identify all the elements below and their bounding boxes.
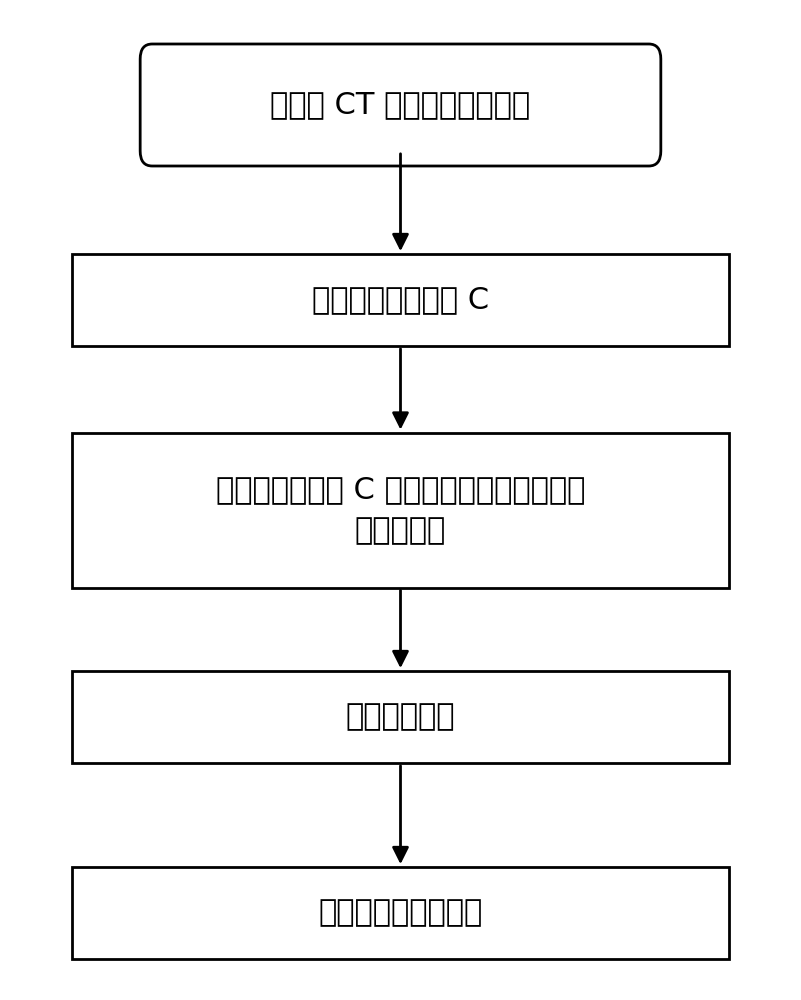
Text: 设定初始聚类中心 C: 设定初始聚类中心 C [312,286,489,314]
FancyBboxPatch shape [72,254,729,346]
Text: 分割获得超像素区域: 分割获得超像素区域 [318,898,483,928]
Text: 对原始 CT 图像进行均匀分割: 对原始 CT 图像进行均匀分割 [271,91,530,119]
Text: 更新聚类中心: 更新聚类中心 [346,702,455,732]
FancyBboxPatch shape [72,432,729,587]
Text: 对每个聚类中心 C 的搜索空间范围内的像素
点进行聚类: 对每个聚类中心 C 的搜索空间范围内的像素 点进行聚类 [215,475,586,545]
FancyBboxPatch shape [140,44,661,166]
FancyBboxPatch shape [72,671,729,763]
FancyBboxPatch shape [72,867,729,959]
